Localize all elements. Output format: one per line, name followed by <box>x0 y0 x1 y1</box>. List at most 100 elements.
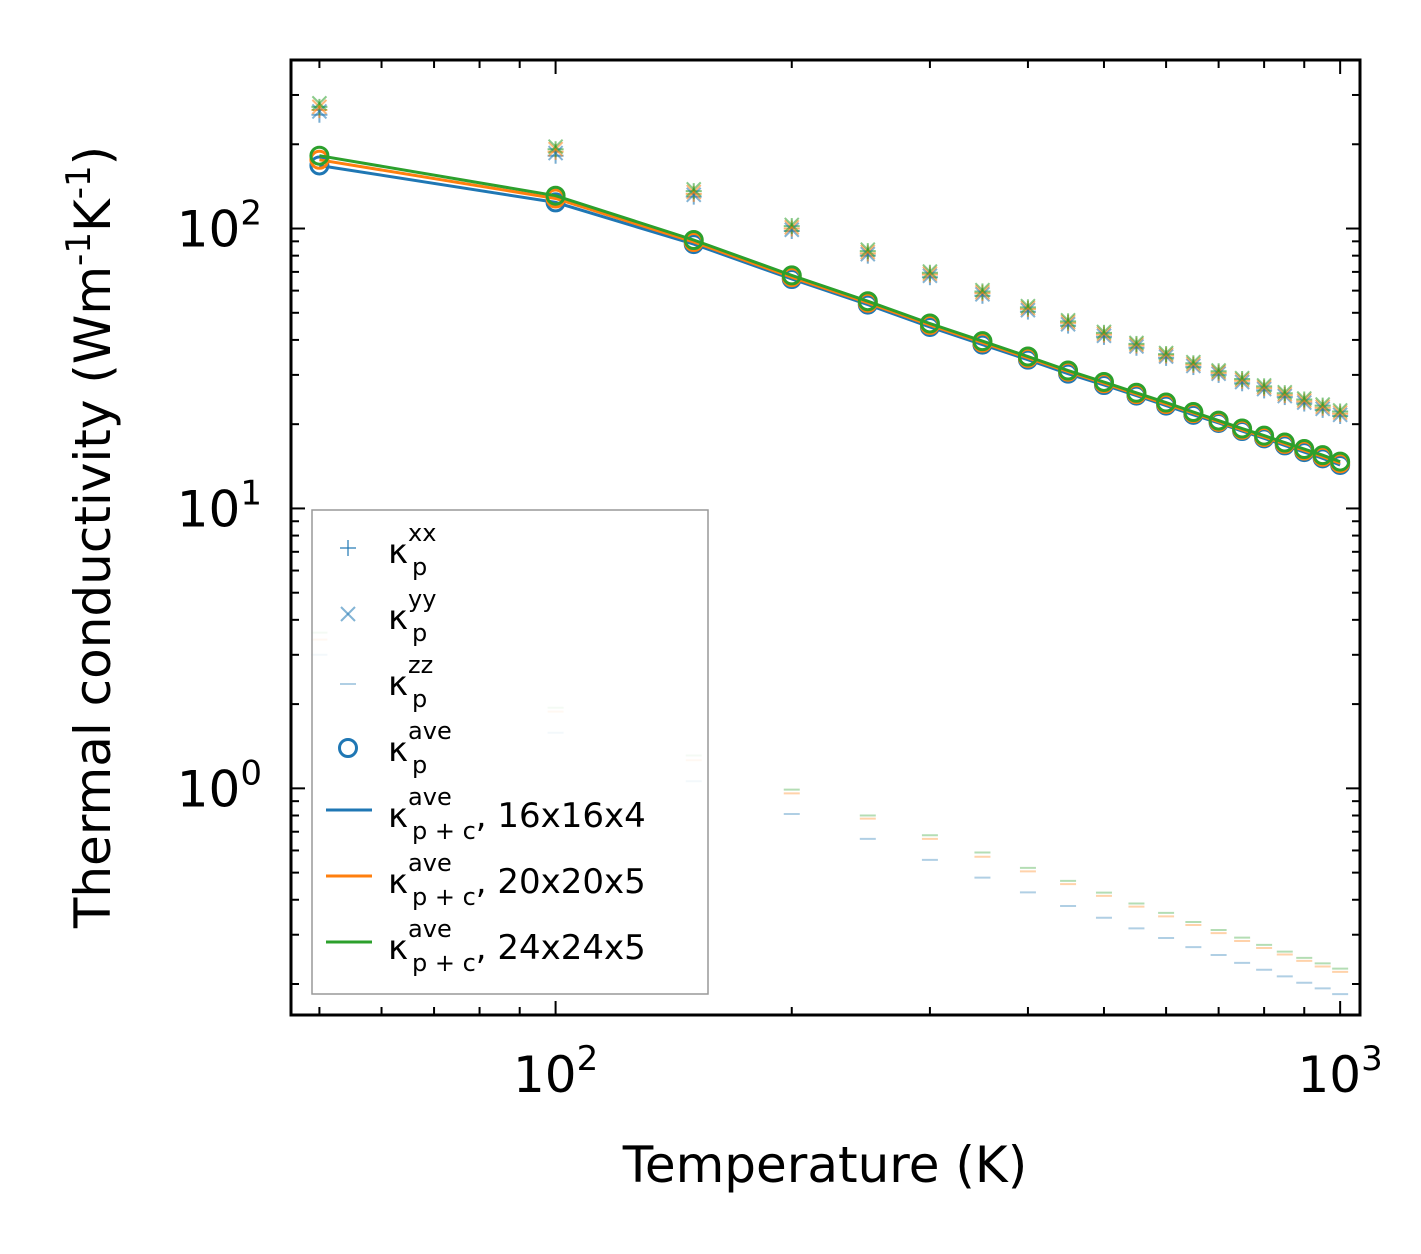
legend-label: κave p + c, 20x20x5 <box>388 849 646 911</box>
kyy-point <box>1128 336 1145 353</box>
y-axis-label-exp1: -1 <box>59 232 99 266</box>
ave-point <box>1126 382 1147 403</box>
kyy-point <box>1296 394 1312 411</box>
kyy-point <box>1096 328 1112 344</box>
kyy-point <box>860 246 876 262</box>
legend-item: κxx p <box>340 519 436 581</box>
kyy-point <box>686 187 702 203</box>
y-tick-label: 100 <box>177 753 262 818</box>
kyy-point <box>1256 377 1272 394</box>
legend-label-sup: ave <box>408 915 452 943</box>
ave-point <box>1208 410 1229 431</box>
y-tick-label-exp: 0 <box>240 753 262 793</box>
kyy-point <box>547 145 564 161</box>
kyy-point <box>686 184 702 200</box>
y-tick-label-base: 10 <box>177 760 241 818</box>
kyy-point <box>1234 372 1250 388</box>
kyy-point <box>922 268 938 284</box>
kxx-series <box>311 98 1349 420</box>
kyy-point <box>311 95 328 112</box>
legend-label-suffix: , 16x16x4 <box>476 796 646 836</box>
x-axis-label: Temperature (K) <box>622 1136 1027 1194</box>
kyy-point <box>1332 404 1348 421</box>
ave-point <box>545 185 566 206</box>
legend-label-sub: p + c <box>412 883 476 911</box>
legend-item: κave p + c, 16x16x4 <box>326 783 646 845</box>
kyy-point <box>686 181 702 198</box>
legend-label-sub: p <box>412 685 427 713</box>
kyy-point <box>1314 396 1331 413</box>
plot-frame <box>289 58 1362 1017</box>
legend-label-sub: p <box>412 619 427 647</box>
kyy-point <box>1277 386 1293 402</box>
x-tick-label: 102 <box>513 1039 598 1104</box>
kyy-point <box>974 286 991 303</box>
y-axis-label: Thermal conductivity (Wm-1K-1) <box>59 146 122 929</box>
kyy-point <box>1096 324 1112 340</box>
kyy-point <box>1128 338 1145 355</box>
ave-point <box>781 265 802 286</box>
x-tick-label-base: 10 <box>1298 1046 1362 1104</box>
ave-point <box>1017 346 1038 367</box>
y-axis-label-exp2: -1 <box>59 165 99 199</box>
legend-label: κave p <box>388 717 452 779</box>
kyy-point <box>1277 384 1293 400</box>
legend-label-kappa: κ <box>388 862 408 902</box>
kyy-point <box>1020 298 1036 314</box>
kyy-point <box>1060 314 1076 330</box>
ave-point <box>1093 371 1114 392</box>
kyy-point <box>547 141 564 157</box>
legend-label-suffix: , 20x20x5 <box>476 862 646 902</box>
kyy-point <box>784 222 800 238</box>
kyy-point <box>1296 390 1312 407</box>
legend-label-sub: p + c <box>412 817 476 845</box>
ave-point <box>1156 392 1177 413</box>
ave-point <box>1330 451 1351 472</box>
legend-label: κxx p <box>388 519 436 581</box>
kyy-point <box>1210 364 1227 380</box>
x-tick-label-exp: 3 <box>1361 1039 1383 1079</box>
ave-point <box>857 291 878 312</box>
kyy-point <box>1158 345 1174 361</box>
legend-label-sup: yy <box>408 585 436 613</box>
kyy-point <box>1314 398 1331 415</box>
kyy-point <box>1185 358 1202 374</box>
legend-label-sup: ave <box>408 717 452 745</box>
ave-point <box>683 229 704 250</box>
y-tick-label-base: 10 <box>177 201 241 259</box>
legend-label-kappa: κ <box>388 796 408 836</box>
series-layer <box>309 95 1351 996</box>
legend-label-sub: p + c <box>412 949 476 977</box>
ave-point <box>1232 418 1253 439</box>
kyy-point <box>922 263 938 280</box>
kyy-point <box>784 219 800 236</box>
x-tick-label-base: 10 <box>513 1046 577 1104</box>
ave-point <box>972 331 993 352</box>
kyy-point <box>547 139 564 155</box>
y-axis-label-close: ) <box>64 146 122 166</box>
kyy-point <box>1128 335 1145 351</box>
legend-label-sup: zz <box>408 651 433 679</box>
ave-point <box>1183 402 1204 423</box>
ave-point <box>1294 439 1315 460</box>
kyy-point <box>1234 370 1250 386</box>
kyy-point <box>1020 302 1036 318</box>
legend-label: κave p + c, 24x24x5 <box>388 915 646 977</box>
kyy-point <box>1096 325 1112 342</box>
kyy-point <box>1314 401 1331 417</box>
kyy-point <box>1185 356 1202 372</box>
ave-line <box>319 154 1341 464</box>
ave-series-16x16x4 <box>309 155 1351 475</box>
kyy-point <box>1020 300 1036 316</box>
y-tick-label-base: 10 <box>177 480 241 538</box>
legend-item: κave p + c, 20x20x5 <box>326 849 646 911</box>
y-tick-label-exp: 2 <box>240 194 262 234</box>
ave-point <box>309 145 330 166</box>
kyy-point <box>860 242 876 258</box>
y-axis-label-main: Thermal conductivity (Wm <box>64 266 122 929</box>
x-tick-label-exp: 2 <box>577 1039 599 1079</box>
legend-label-sub: p <box>412 751 427 779</box>
legend-marker-circle <box>338 738 358 758</box>
kyy-point <box>974 282 991 298</box>
